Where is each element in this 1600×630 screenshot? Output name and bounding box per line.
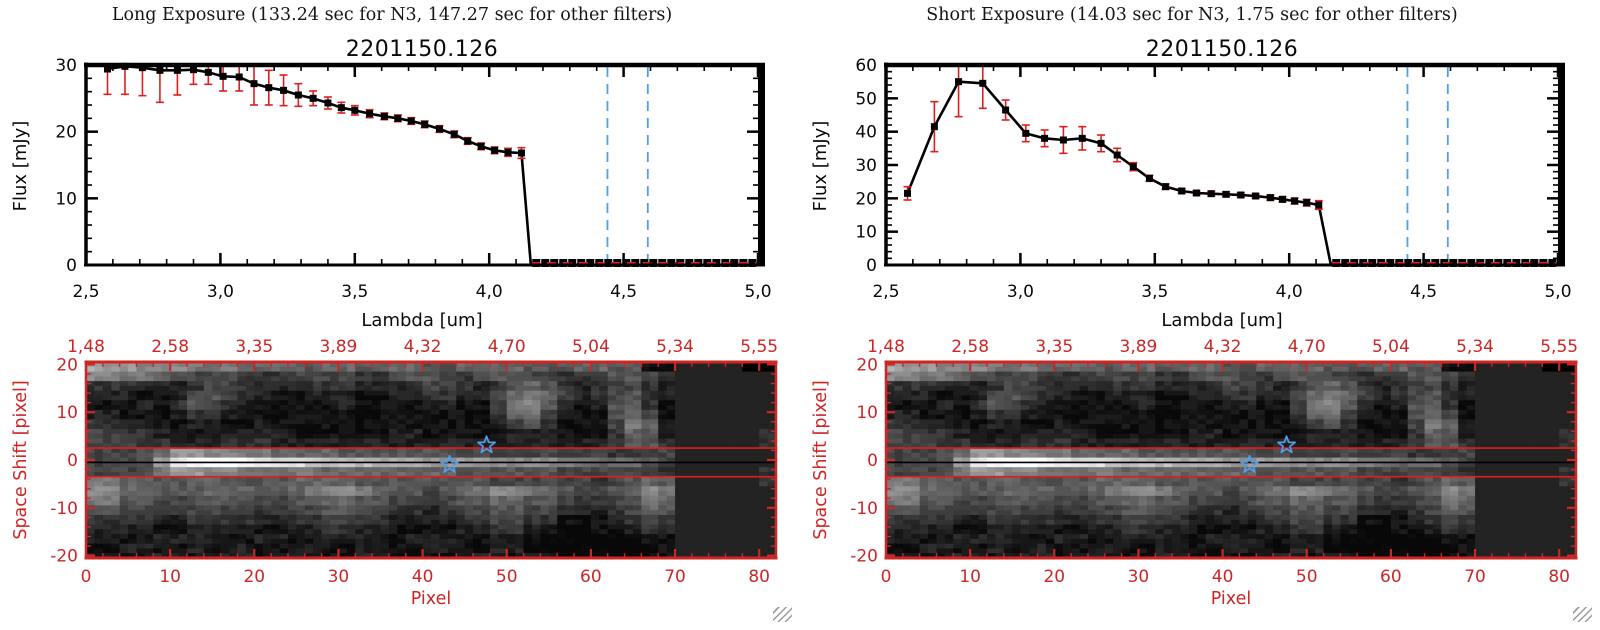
svg-text:50: 50 [855, 89, 877, 109]
svg-text:0: 0 [67, 451, 78, 471]
svg-text:50: 50 [496, 567, 518, 587]
svg-text:5,0: 5,0 [1544, 282, 1571, 302]
svg-text:30: 30 [855, 156, 877, 176]
svg-text:-20: -20 [50, 547, 78, 567]
svg-text:0: 0 [66, 256, 77, 276]
svg-text:0: 0 [81, 567, 92, 587]
svg-text:5,04: 5,04 [572, 337, 610, 357]
svg-text:10: 10 [855, 223, 877, 243]
svg-text:60: 60 [855, 56, 877, 76]
svg-text:4,5: 4,5 [1410, 282, 1437, 302]
svg-text:3,5: 3,5 [1141, 282, 1168, 302]
plot-id-label: 2201150.126 [346, 37, 498, 62]
lambda-axis-label: Lambda [um] [1161, 310, 1282, 331]
svg-text:5,55: 5,55 [740, 337, 778, 357]
svg-text:40: 40 [855, 123, 877, 143]
space-shift-axis-label: Space Shift [pixel] [11, 380, 31, 539]
svg-text:2,5: 2,5 [872, 282, 899, 302]
spectrum-plot: 2,5 3,0 3,5 4,0 4,5 5,0 0 10 20 30 40 50 60 [855, 56, 1571, 302]
window-short-exposure: Short Exposure (14.03 sec for N3, 1.75 s… [800, 0, 1600, 630]
window-title: Long Exposure (133.24 sec for N3, 147.27… [112, 5, 672, 25]
svg-text:4,0: 4,0 [476, 282, 503, 302]
svg-text:2,5: 2,5 [72, 282, 99, 302]
svg-text:10: 10 [55, 189, 77, 209]
svg-text:4,5: 4,5 [610, 282, 637, 302]
svg-text:5,34: 5,34 [656, 337, 694, 357]
space-shift-axis-label: Space Shift [pixel] [811, 380, 831, 539]
svg-text:0: 0 [866, 256, 877, 276]
svg-text:4,0: 4,0 [1276, 282, 1303, 302]
svg-text:20: 20 [855, 189, 877, 209]
svg-text:3,35: 3,35 [235, 337, 273, 357]
flux-axis-label: Flux [mJy] [10, 121, 31, 212]
resize-grip[interactable] [773, 607, 792, 622]
svg-text:40: 40 [412, 567, 434, 587]
svg-text:80: 80 [748, 567, 770, 587]
svg-text:20: 20 [243, 567, 265, 587]
svg-text:30: 30 [328, 567, 350, 587]
svg-text:5,0: 5,0 [744, 282, 771, 302]
svg-text:3,89: 3,89 [320, 337, 358, 357]
short-exposure-plot-canvas: Short Exposure (14.03 sec for N3, 1.75 s… [810, 5, 1578, 609]
svg-text:30: 30 [55, 56, 77, 76]
spectrum-plot: 2,5 3,0 3,5 4,0 4,5 5,0 0 10 20 30 [55, 56, 771, 302]
svg-text:2,58: 2,58 [151, 337, 189, 357]
flux-axis-label: Flux [mJy] [810, 121, 831, 212]
svg-text:1,48: 1,48 [67, 337, 105, 357]
spatial-map: 1,48 2,58 3,35 3,89 4,32 4,70 5,04 5,34 5,55 0 10 2… [50, 337, 778, 587]
svg-text:3,5: 3,5 [341, 282, 368, 302]
svg-text:20: 20 [55, 123, 77, 143]
window-title: Short Exposure (14.03 sec for N3, 1.75 s… [926, 5, 1458, 25]
window-long-exposure: Long Exposure (133.24 sec for N3, 147.27… [10, 5, 792, 622]
svg-text:-10: -10 [50, 499, 78, 519]
svg-text:4,70: 4,70 [488, 337, 526, 357]
svg-text:70: 70 [664, 567, 686, 587]
plot-id-label: 2201150.126 [1146, 37, 1298, 62]
long-exposure-plot-canvas: Long Exposure (133.24 sec for N3, 147.27… [10, 5, 778, 609]
svg-text:4,32: 4,32 [404, 337, 442, 357]
lambda-axis-label: Lambda [um] [361, 310, 482, 331]
svg-text:10: 10 [159, 567, 181, 587]
svg-text:20: 20 [56, 355, 78, 375]
resize-grip[interactable] [1573, 607, 1592, 622]
svg-text:10: 10 [56, 403, 78, 423]
pixel-axis-label: Pixel [411, 589, 451, 609]
svg-text:3,0: 3,0 [207, 282, 234, 302]
pixel-axis-label: Pixel [1211, 589, 1251, 609]
svg-text:60: 60 [580, 567, 602, 587]
spatial-map: 1,48 2,58 3,35 3,89 4,32 4,70 5,04 5,34 5,550 10 2… [850, 337, 1578, 587]
svg-text:3,0: 3,0 [1007, 282, 1034, 302]
